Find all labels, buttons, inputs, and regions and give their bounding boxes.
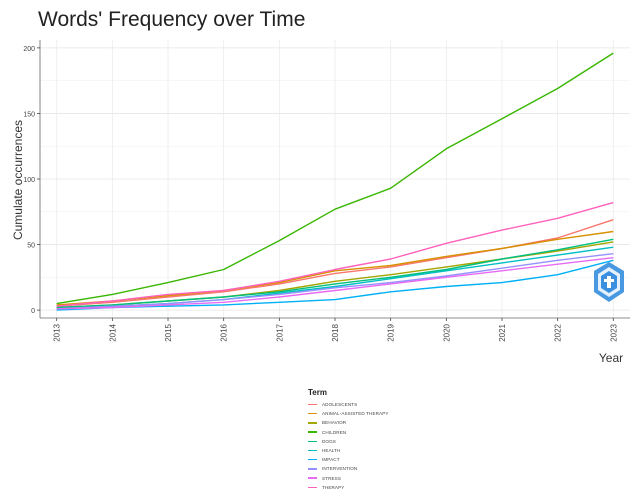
legend-item: IMPACT — [308, 455, 389, 464]
series-line-animal-assisted-therapy — [56, 230, 614, 306]
x-tick-label: 2018 — [331, 323, 340, 341]
x-axis-label: Year — [599, 351, 623, 365]
series-line-dogs — [56, 238, 614, 309]
series-line-intervention — [56, 253, 614, 310]
series-line-impact — [56, 259, 614, 311]
legend-key — [308, 413, 317, 415]
x-tick-label: 2020 — [442, 323, 451, 341]
legend-label: IMPACT — [322, 457, 340, 463]
y-tick-label: 50 — [27, 243, 35, 250]
line-chart: 0 50 100 150 200 2013 2014 2015 2016 2017 2018 2019… — [11, 40, 630, 365]
legend-label: STRESS — [322, 475, 341, 481]
legend-label: INTERVENTION — [322, 466, 358, 472]
legend-label: CHILDREN — [322, 429, 347, 435]
legend-label: BEHAVIOR — [322, 420, 347, 426]
legend-label: THERAPY — [322, 484, 345, 490]
series-line-stress — [56, 257, 614, 310]
x-tick-label: 2013 — [53, 323, 62, 341]
x-tick-label: 2016 — [220, 323, 229, 341]
legend-label: DOGS — [322, 438, 336, 444]
chart-title: Words' Frequency over Time — [38, 8, 306, 31]
legend-label: ANIMAL-ASSISTED THERAPY — [322, 411, 389, 417]
x-tick-label: 2023 — [609, 323, 618, 341]
tick-labels: 0 50 100 150 200 2013 2014 2015 2016 2017 2018 2019… — [23, 46, 618, 342]
legend-item: ANIMAL-ASSISTED THERAPY — [308, 409, 389, 418]
legend-key — [308, 403, 317, 406]
legend-key — [308, 449, 317, 452]
legend-key — [308, 422, 317, 424]
y-axis-label: Cumulate occurrences — [11, 120, 25, 240]
legend-item: BEHAVIOR — [308, 418, 389, 427]
legend-key — [308, 459, 317, 461]
legend-item: ADOLESCENTS — [308, 400, 389, 409]
logo-icon — [594, 262, 624, 302]
series-line-therapy — [56, 201, 614, 307]
legend-label: ADOLESCENTS — [322, 402, 358, 408]
y-tick-label: 150 — [23, 111, 35, 118]
legend-key — [308, 468, 317, 470]
x-tick-label: 2015 — [164, 323, 173, 341]
legend-key — [308, 477, 317, 479]
legend-item: STRESS — [308, 474, 389, 483]
legend-key — [308, 486, 317, 488]
legend-item: DOGS — [308, 437, 389, 446]
legend: Term ADOLESCENTS ANIMAL-ASSISTED THERAPY B… — [308, 388, 389, 492]
legend-key — [308, 431, 317, 433]
legend-item: CHILDREN — [308, 428, 389, 437]
x-tick-label: 2019 — [387, 323, 396, 341]
legend-key — [308, 440, 317, 443]
x-tick-label: 2014 — [108, 323, 117, 341]
series-line-children — [56, 52, 614, 305]
x-tick-label: 2021 — [498, 323, 507, 341]
legend-item: HEALTH — [308, 446, 389, 455]
legend-title: Term — [308, 388, 327, 397]
y-tick-label: 0 — [31, 308, 35, 315]
y-tick-label: 200 — [23, 46, 35, 53]
series-lines — [56, 52, 614, 311]
x-tick-label: 2022 — [554, 323, 563, 341]
x-tick-label: 2017 — [275, 323, 284, 341]
legend-label: HEALTH — [322, 448, 341, 454]
y-tick-label: 100 — [23, 177, 35, 184]
legend-item: INTERVENTION — [308, 464, 389, 473]
legend-item: THERAPY — [308, 483, 389, 492]
